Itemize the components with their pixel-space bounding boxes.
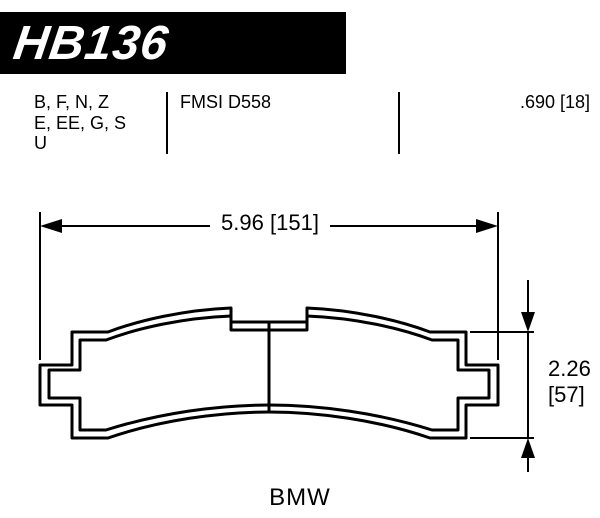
height-in: 2.26 [548,356,591,381]
diagram: 5.96 [151] [0,170,600,480]
header-bar: HB136 [0,12,346,74]
compound-codes: B, F, N, Z E, EE, G, S U [34,92,154,154]
brake-pad-outline [40,308,498,438]
width-in: 5.96 [221,210,264,235]
svg-text:[57]: [57] [548,382,585,407]
divider-2 [398,92,400,154]
brand-label: BMW [0,484,600,512]
divider-1 [166,92,168,154]
fmsi-code: FMSI D558 [180,92,350,154]
part-number: HB136 [10,16,172,71]
svg-text:2.26: 2.26 [548,356,591,381]
svg-text:5.96 [15: 5.96 [151] [221,210,319,235]
height-mm: [57] [548,382,585,407]
spec-row: B, F, N, Z E, EE, G, S U FMSI D558 .690 … [0,92,600,154]
thickness: .690 [18] [430,92,590,154]
width-mm: [151] [270,210,319,235]
